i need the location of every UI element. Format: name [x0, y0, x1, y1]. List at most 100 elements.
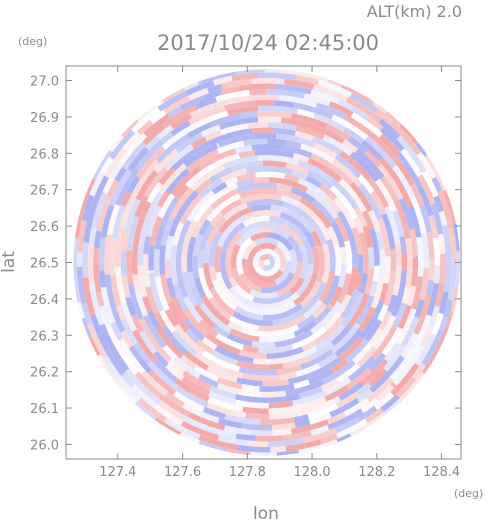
- radar-cell: [346, 122, 369, 140]
- radar-cell: [295, 74, 319, 86]
- radar-cell: [126, 175, 141, 194]
- radar-cell: [330, 322, 361, 354]
- radar-cell: [111, 310, 126, 333]
- y-tick-label: 26.7: [30, 184, 59, 199]
- radar-cell: [299, 196, 332, 229]
- radar-cell: [462, 251, 468, 272]
- radar-cell: [364, 135, 397, 169]
- radar-cell: [185, 173, 201, 189]
- radar-cell: [157, 193, 175, 219]
- radar-cell: [225, 232, 243, 258]
- radar-cell: [334, 328, 363, 358]
- radar-cell: [406, 285, 417, 307]
- radar-cell: [220, 168, 248, 183]
- radar-cell: [153, 417, 182, 438]
- radar-cell: [208, 296, 232, 320]
- radar-cell: [431, 312, 444, 336]
- radar-cell: [198, 148, 237, 171]
- radar-cell: [96, 195, 112, 232]
- radar-cell: [375, 230, 385, 250]
- radar-cell: [186, 190, 215, 223]
- radar-cell: [325, 377, 352, 396]
- radar-cell: [142, 253, 149, 272]
- radar-cell: [402, 328, 427, 366]
- radar-cell: [401, 190, 413, 208]
- radar-cell: [175, 219, 192, 259]
- radar-cell: [224, 414, 261, 425]
- radar-cell: [195, 96, 217, 110]
- radar-cell: [213, 75, 233, 86]
- radar-cell: [326, 225, 340, 248]
- radar-cell: [216, 376, 243, 390]
- radar-cell: [321, 359, 356, 385]
- radar-cell: [143, 271, 151, 288]
- radar-cell: [221, 78, 252, 89]
- radar-cell: [368, 367, 388, 387]
- radar-cell: [345, 96, 382, 123]
- radar-cell: [366, 377, 394, 403]
- radar-cell: [410, 256, 419, 287]
- radar-cell: [321, 243, 331, 284]
- radar-cell: [158, 394, 191, 418]
- radar-cell: [163, 95, 191, 115]
- radar-cell: [199, 133, 229, 150]
- radar-cell: [236, 444, 271, 453]
- radar-cell: [348, 356, 376, 382]
- radar-cell: [128, 345, 143, 363]
- radar-cell: [267, 138, 287, 146]
- radar-cell: [333, 196, 357, 229]
- radar-cell: [174, 184, 190, 201]
- radar-cell: [95, 291, 105, 307]
- radar-cell: [261, 390, 287, 398]
- radar-cell: [290, 186, 316, 204]
- radar-cell: [121, 231, 130, 252]
- radar-cell: [191, 205, 215, 239]
- radar-cell: [204, 130, 222, 142]
- radar-cell: [250, 451, 277, 456]
- radar-cell: [351, 249, 358, 269]
- radar-cell: [231, 267, 253, 295]
- radar-cell: [284, 346, 318, 363]
- radar-cell: [271, 422, 296, 431]
- radar-cell: [311, 213, 332, 241]
- radar-cell: [286, 235, 303, 263]
- radar-cell: [343, 397, 370, 417]
- y-unit-label: (deg): [18, 35, 47, 48]
- radar-cell: [99, 305, 112, 330]
- radar-cell: [93, 230, 102, 249]
- radar-cell: [238, 150, 256, 159]
- radar-cell: [287, 373, 310, 385]
- radar-cell: [391, 289, 405, 317]
- radar-cell: [192, 189, 225, 223]
- radar-cell: [431, 176, 443, 192]
- radar-cell: [228, 315, 253, 330]
- radar-cell: [236, 172, 257, 182]
- radar-cell: [107, 133, 124, 152]
- radar-cell: [342, 139, 359, 153]
- radar-cell: [76, 266, 87, 305]
- radar-cell: [194, 352, 229, 374]
- radar-cell: [155, 133, 191, 164]
- radar-cell: [360, 397, 380, 413]
- radar-cell: [270, 204, 288, 214]
- radar-cell: [193, 277, 206, 298]
- radar-cell: [266, 346, 304, 359]
- radar-cell: [235, 399, 269, 409]
- radar-cell: [235, 394, 270, 404]
- radar-cell: [329, 398, 360, 418]
- radar-cell: [336, 418, 368, 439]
- radar-cell: [371, 325, 398, 360]
- radar-cell: [227, 321, 244, 333]
- radar-cell: [237, 182, 277, 194]
- radar-cell: [155, 325, 184, 359]
- radar-cell: [327, 408, 364, 431]
- radar-cell: [338, 99, 354, 111]
- radar-cell: [186, 236, 197, 273]
- radar-cell: [207, 396, 244, 412]
- radar-cell: [211, 181, 228, 195]
- radar-cell: [247, 440, 269, 448]
- radar-cell: [238, 366, 278, 376]
- radar-cell: [114, 166, 127, 183]
- radar-cell: [159, 401, 184, 420]
- radar-cell: [167, 105, 183, 119]
